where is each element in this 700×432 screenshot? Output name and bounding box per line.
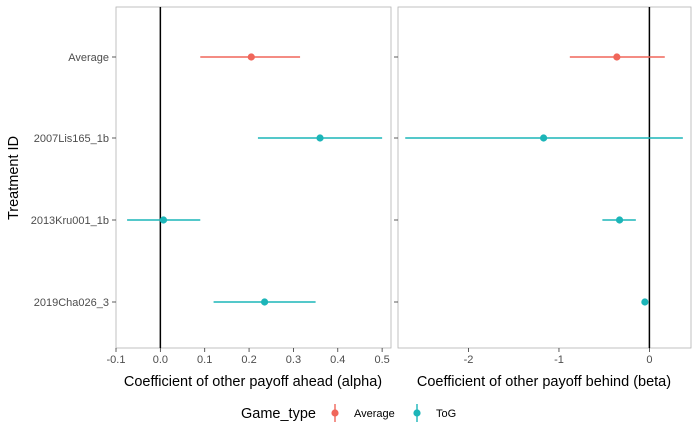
legend-items: Average ToG xyxy=(331,404,456,422)
x-tick-label: 0.4 xyxy=(330,354,345,366)
panel-beta: -2 -1 0 Coefficient of other payoff behind… xyxy=(394,6,692,390)
estimate-point xyxy=(316,134,324,142)
x-tick-labels: -2 -1 0 xyxy=(464,348,652,366)
estimate-point xyxy=(613,53,621,61)
estimate-point xyxy=(247,53,255,61)
x-tick-label: 0 xyxy=(646,354,652,366)
legend-item-label: ToG xyxy=(436,408,456,420)
x-tick-label: 0.5 xyxy=(374,354,389,366)
x-tick-label: 0.3 xyxy=(286,354,301,366)
x-tick-label: -2 xyxy=(464,354,474,366)
legend-item-label: Average xyxy=(354,408,395,420)
x-tick-label: 0.0 xyxy=(153,354,168,366)
estimate-point xyxy=(159,216,168,224)
estimate-point xyxy=(260,298,269,306)
y-tick-label: Average xyxy=(68,52,109,64)
point-ranges-beta xyxy=(405,7,683,348)
x-tick-label: -1 xyxy=(554,354,564,366)
estimate-point xyxy=(615,216,624,224)
legend-title: Game_type xyxy=(241,406,316,422)
x-tick-labels: -0.1 0.0 0.1 0.2 0.3 0.4 0.5 xyxy=(107,348,390,366)
legend-key-point xyxy=(331,409,339,417)
legend-key-point xyxy=(413,409,421,417)
y-tick-label: 2013Kru001_1b xyxy=(31,215,109,227)
point-ranges-alpha xyxy=(127,7,383,348)
estimate-point xyxy=(539,134,548,142)
estimate-point xyxy=(641,298,649,306)
y-ticks-beta xyxy=(394,56,398,303)
y-tick-label: 2019Cha026_3 xyxy=(34,297,109,309)
y-tick-labels: Average 2007Lis165_1b 2013Kru001_1b 2019Cha… xyxy=(31,52,116,309)
x-tick-label: 0.2 xyxy=(241,354,256,366)
panel-beta-background xyxy=(397,6,692,349)
x-tick-label: -0.1 xyxy=(107,354,126,366)
x-axis-label-beta: Coefficient of other payoff behind (beta… xyxy=(417,374,671,390)
legend: Game_type Average ToG xyxy=(241,404,456,422)
panel-alpha: Average 2007Lis165_1b 2013Kru001_1b 2019Cha… xyxy=(31,6,392,390)
x-tick-label: 0.1 xyxy=(197,354,212,366)
y-tick-label: 2007Lis165_1b xyxy=(34,133,109,145)
y-axis-label: Treatment ID xyxy=(6,136,22,220)
panel-alpha-background xyxy=(115,6,392,349)
x-axis-label-alpha: Coefficient of other payoff ahead (alpha… xyxy=(124,374,382,390)
